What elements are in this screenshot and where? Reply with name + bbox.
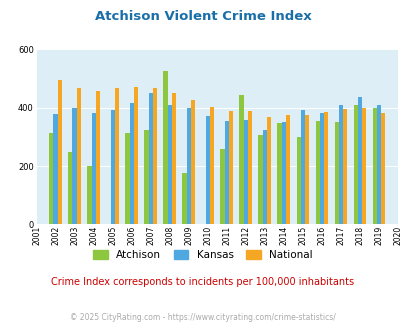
Bar — [357, 97, 361, 224]
Bar — [338, 105, 342, 224]
Bar — [323, 112, 327, 224]
Bar — [300, 110, 304, 224]
Text: © 2025 CityRating.com - https://www.cityrating.com/crime-statistics/: © 2025 CityRating.com - https://www.city… — [70, 314, 335, 322]
Bar — [182, 173, 186, 224]
Bar — [186, 108, 190, 224]
Bar — [376, 106, 380, 224]
Bar — [315, 121, 319, 224]
Bar — [361, 108, 365, 224]
Legend: Atchison, Kansas, National: Atchison, Kansas, National — [89, 246, 316, 264]
Bar — [281, 122, 285, 224]
Bar — [372, 108, 376, 224]
Bar — [258, 136, 262, 224]
Bar — [87, 166, 91, 224]
Bar — [163, 71, 167, 224]
Bar — [380, 113, 384, 224]
Bar — [342, 109, 346, 224]
Bar — [277, 123, 281, 224]
Bar — [319, 113, 323, 224]
Bar — [77, 88, 81, 224]
Bar — [262, 130, 266, 224]
Bar — [58, 80, 62, 224]
Bar — [239, 95, 243, 224]
Bar — [152, 88, 157, 224]
Bar — [68, 151, 72, 224]
Bar — [125, 133, 129, 224]
Bar — [72, 108, 77, 224]
Bar — [49, 133, 53, 224]
Bar — [144, 130, 148, 224]
Bar — [243, 120, 247, 224]
Bar — [190, 100, 194, 224]
Bar — [129, 103, 133, 224]
Bar — [167, 106, 171, 224]
Bar — [209, 107, 213, 224]
Bar — [220, 149, 224, 224]
Bar — [205, 116, 209, 224]
Bar — [304, 115, 308, 224]
Bar — [91, 113, 96, 224]
Bar — [96, 91, 100, 224]
Bar — [228, 111, 232, 224]
Bar — [266, 117, 271, 224]
Bar — [296, 137, 300, 224]
Bar — [353, 106, 357, 224]
Bar — [148, 93, 152, 224]
Bar — [247, 111, 252, 224]
Bar — [285, 115, 289, 224]
Bar — [334, 122, 338, 224]
Bar — [171, 93, 175, 224]
Bar — [115, 88, 119, 224]
Bar — [133, 86, 138, 224]
Bar — [53, 114, 58, 224]
Text: Atchison Violent Crime Index: Atchison Violent Crime Index — [94, 10, 311, 23]
Bar — [224, 121, 228, 224]
Text: Crime Index corresponds to incidents per 100,000 inhabitants: Crime Index corresponds to incidents per… — [51, 277, 354, 287]
Bar — [110, 110, 115, 224]
